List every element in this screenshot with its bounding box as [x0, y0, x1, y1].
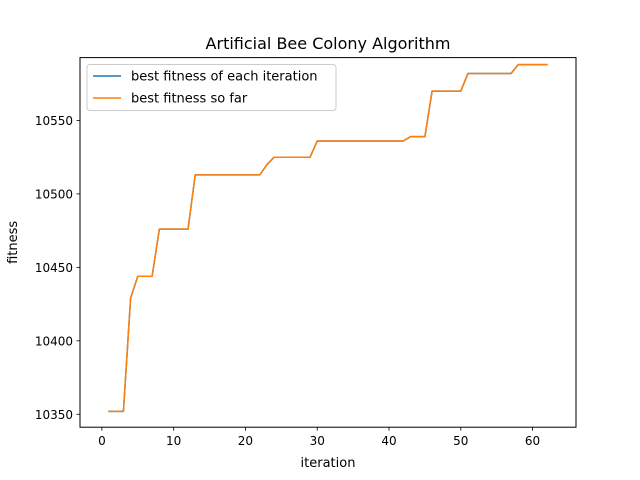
plot-area-frame — [79, 57, 577, 428]
y-tick-label: 10400 — [35, 334, 73, 348]
x-tick-label: 40 — [381, 434, 396, 448]
y-axis: 10350 10400 10450 10500 10550 — [35, 114, 80, 422]
series-line-1 — [108, 63, 548, 413]
x-axis: 0 10 20 30 40 50 60 — [98, 427, 540, 448]
legend: best fitness of each iteration best fitn… — [86, 64, 337, 111]
y-tick-label: 10350 — [35, 408, 73, 422]
legend-label-best-each-iteration: best fitness of each iteration — [131, 70, 318, 85]
chart-title: Artificial Bee Colony Algorithm — [206, 34, 451, 53]
x-tick-label: 60 — [525, 434, 540, 448]
y-axis-label: fitness — [6, 221, 21, 264]
x-tick-label: 20 — [238, 434, 253, 448]
x-axis-label: iteration — [301, 456, 356, 471]
y-tick-label: 10450 — [35, 261, 73, 275]
x-tick-label: 0 — [98, 434, 106, 448]
x-tick-label: 10 — [166, 434, 181, 448]
series-layer — [108, 63, 548, 413]
legend-box — [86, 64, 337, 111]
x-tick-label: 30 — [310, 434, 325, 448]
legend-label-best-so-far: best fitness so far — [131, 92, 248, 107]
y-tick-label: 10550 — [35, 114, 73, 128]
y-tick-label: 10500 — [35, 187, 73, 201]
x-tick-label: 50 — [453, 434, 468, 448]
